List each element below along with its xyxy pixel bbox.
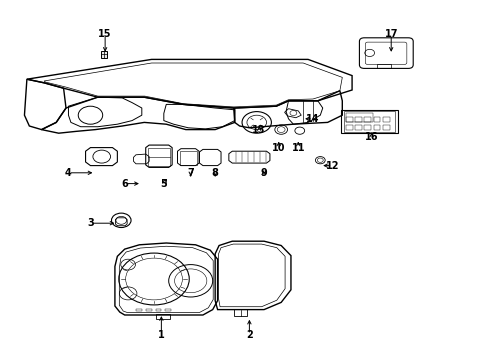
Bar	[136, 309, 142, 311]
Bar	[345, 125, 352, 130]
Bar	[373, 125, 380, 130]
Text: 1: 1	[158, 330, 164, 340]
Bar	[373, 117, 380, 122]
Bar	[145, 309, 151, 311]
Text: 2: 2	[245, 330, 252, 340]
Bar	[155, 309, 161, 311]
Text: 14: 14	[305, 114, 319, 124]
Bar	[382, 117, 389, 122]
Bar	[345, 117, 352, 122]
Text: 5: 5	[160, 179, 167, 189]
Text: 9: 9	[260, 168, 267, 178]
Bar	[382, 125, 389, 130]
Text: 3: 3	[87, 218, 94, 228]
Text: 4: 4	[65, 168, 72, 178]
Bar	[165, 309, 171, 311]
Text: 8: 8	[211, 168, 218, 178]
Bar	[364, 117, 370, 122]
Text: 6: 6	[121, 179, 128, 189]
Text: 15: 15	[98, 29, 112, 39]
Bar	[354, 125, 361, 130]
Text: 11: 11	[291, 143, 305, 153]
Bar	[148, 148, 169, 166]
Bar	[155, 314, 170, 319]
Text: 16: 16	[364, 132, 378, 142]
Text: 17: 17	[384, 29, 397, 39]
Bar	[354, 117, 361, 122]
Bar	[343, 111, 394, 132]
Bar	[376, 64, 390, 68]
Text: 12: 12	[325, 161, 339, 171]
Bar	[364, 125, 370, 130]
Bar	[101, 51, 107, 58]
Bar	[180, 151, 196, 165]
Bar	[345, 113, 372, 122]
Text: 7: 7	[187, 168, 194, 178]
Text: 13: 13	[252, 125, 265, 135]
Bar	[233, 309, 247, 316]
Bar	[341, 110, 397, 133]
Text: 10: 10	[271, 143, 285, 153]
